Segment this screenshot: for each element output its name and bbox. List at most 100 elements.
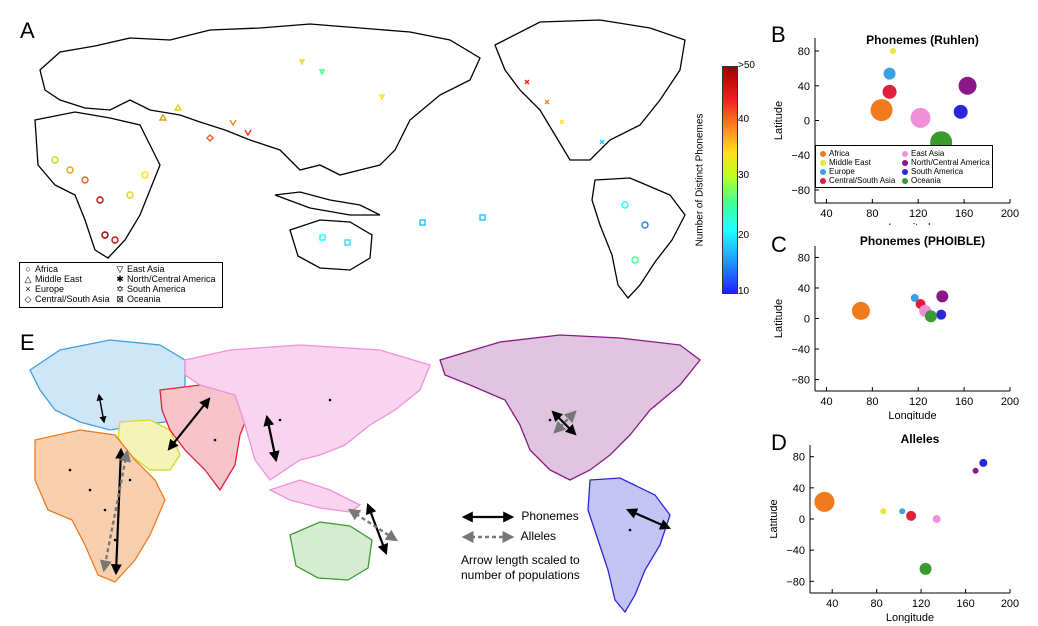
legend-dot [902,177,908,184]
population-dot [103,508,107,512]
marker-africa [111,236,119,244]
population-dot [213,438,217,442]
data-point [972,467,979,474]
chart-title: Phonemes (PHOIBLE) [860,234,985,248]
legend-note-line1: Arrow length scaled to [461,553,580,567]
x-tick-label: 200 [1001,208,1019,220]
legend-label: East Asia [127,264,165,274]
map-a-legend-item-south-america: ✡ South America [115,284,186,294]
legend-label: Africa [829,149,850,158]
data-point [924,310,937,323]
map-a-legend-item-north-central-america: ✱ North/Central America [115,274,215,284]
marker-north-america [524,79,530,85]
legend-note-line2: number of populations [461,568,580,582]
population-dot [278,418,282,422]
y-tick-label: 80 [798,252,810,264]
map-a-legend: ○ Africa △ Middle East × Europe ◇ Central/So… [19,262,223,308]
arrow-alleles-oceania [347,508,399,542]
population-dot [88,488,92,492]
australia-landmass [289,219,373,271]
y-tick-label: 40 [798,283,810,295]
marker-north-america [599,139,605,145]
marker-central-south-asia [244,129,252,137]
panel-letter-d: D [771,430,787,455]
colorbar-tick: 30 [738,170,750,181]
panel-letter-e: E [20,330,35,355]
region-europe [29,339,186,431]
circle-icon: ○ [25,264,31,274]
region-north-central-america [439,334,701,481]
triangle-down-icon: ▽ [116,264,124,274]
y-tick-label: 40 [793,483,805,495]
data-point [919,562,932,575]
north-america-landmass [494,19,686,161]
legend-label: Middle East [829,158,871,167]
y-tick-label: 0 [804,314,810,326]
map-e-regions [29,334,701,614]
legend-dot [820,168,826,175]
legend-phonemes-row: Phonemes [458,509,579,523]
data-point [910,107,931,128]
colorbar-tick: 40 [738,114,750,125]
marker-africa [81,176,89,184]
y-tick-label: 0 [804,116,810,128]
y-tick-label: −80 [791,375,810,387]
marker-africa [96,196,104,204]
chart-b-legend: Africa Middle East Europe Central/South … [815,145,993,188]
y-axis-label: Latitude [770,499,780,538]
population-dot [328,398,332,402]
legend-label: Oceania [911,176,941,185]
squared-cross-icon: ⊠ [116,294,124,304]
x-tick-label: 40 [826,598,838,610]
chart-b-legend-item: Africa [820,149,849,158]
y-tick-label: −80 [786,576,805,588]
x-tick-label: 80 [866,208,878,220]
marker-oceania [479,214,486,221]
x-axis-label: Longitude [888,410,936,420]
x-tick-label: 160 [955,396,973,408]
marker-oceania [319,234,326,241]
legend-label: North/Central America [911,158,990,167]
y-axis-label: Latitude [773,101,785,140]
x-axis-label: Longitude [886,612,934,623]
chart-b-legend-item: Europe [820,167,855,176]
colorbar-tick: >50 [738,60,755,71]
population-dot [68,468,72,472]
region-east-asia-islands [268,479,362,513]
arrow-alleles-north-america [553,410,577,434]
marker-east-asia [298,59,306,66]
marker-africa [101,231,109,239]
y-tick-label: 0 [799,514,805,526]
map-a-legend-item-east-asia: ▽ East Asia [115,264,165,274]
marker-south-america [641,221,649,229]
data-point [958,76,977,95]
asterisk-icon: ✱ [116,274,124,284]
star-of-david-icon: ✡ [116,284,124,294]
x-tick-label: 120 [912,598,930,610]
y-tick-label: 80 [798,46,810,58]
region-south-america [587,477,671,614]
x-tick-label: 200 [1001,598,1019,610]
y-tick-label: 80 [793,452,805,464]
marker-south-america [621,201,629,209]
x-axis-label: Longitude [888,222,936,225]
marker-africa [66,166,74,174]
chart-title: Phonemes (Ruhlen) [866,33,979,47]
data-point [979,458,988,467]
allele-arrows [99,410,577,573]
x-tick-label: 80 [866,396,878,408]
arrow-phonemes-europe [96,393,107,424]
legend-label: Central/South Asia [35,294,110,304]
legend-label: South America [127,284,186,294]
colorbar-title: Number of Distinct Phonemes [694,113,706,247]
x-tick-label: 120 [909,396,927,408]
panel-letter-a: A [20,18,35,43]
data-point [906,510,917,521]
population-dot [548,418,552,422]
data-point [936,309,947,320]
chart-phonemes-ruhlen: 80 40 0 −40 −80 40 80 120 160 200 Longitude Latitud… [773,33,1019,225]
chart-b-legend-item: South America [902,167,963,176]
legend-dot [820,177,826,184]
marker-north-america [559,119,565,125]
solid-double-arrow-icon [461,511,515,523]
